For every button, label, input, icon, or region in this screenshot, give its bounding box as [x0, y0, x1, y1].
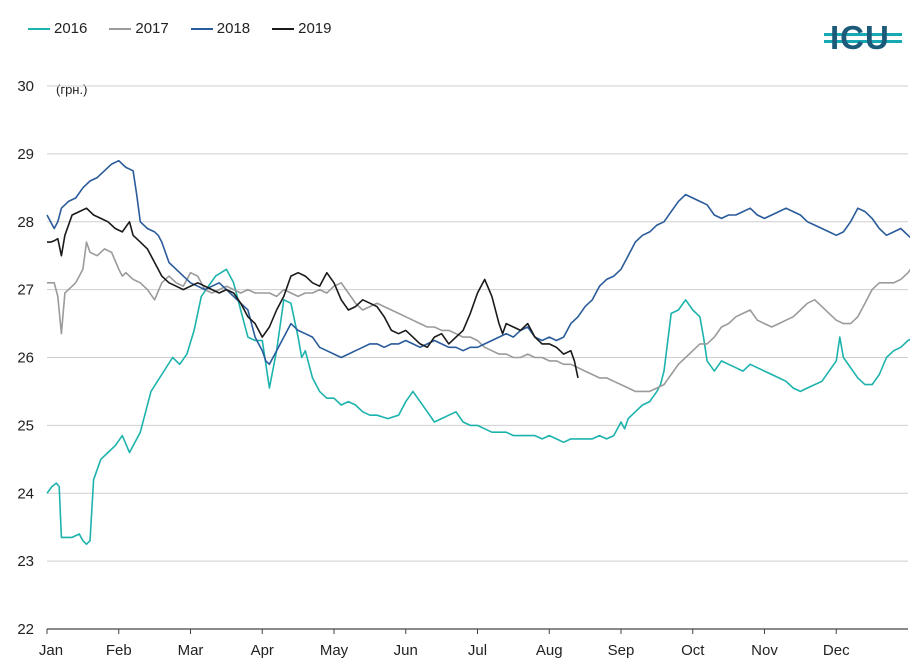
- legend-swatch-2017: [109, 27, 132, 30]
- x-tick-label-aug: Aug: [536, 642, 563, 659]
- legend-label-2017: 2017: [135, 20, 169, 37]
- legend-swatch-2016: [28, 27, 50, 30]
- y-tick-label: 23: [17, 553, 34, 570]
- logo-bar-bottom: [824, 40, 902, 43]
- legend-item-2019: 2019: [272, 20, 332, 37]
- y-tick-label: 22: [17, 621, 34, 638]
- logo-bar-top: [824, 33, 902, 36]
- x-tick-label-may: May: [320, 642, 349, 659]
- x-tick-label-jul: Jul: [468, 642, 487, 659]
- legend-label-2016: 2016: [54, 20, 88, 37]
- series-line-2019: [47, 207, 579, 379]
- y-tick-label: 28: [17, 214, 34, 231]
- series-line-2016: [46, 268, 910, 545]
- legend-item-2016: 2016: [28, 20, 87, 37]
- series-line-2018: [46, 159, 910, 366]
- y-tick-label: 27: [17, 282, 34, 299]
- x-tick-label-jun: Jun: [394, 642, 418, 659]
- x-tick-label-nov: Nov: [751, 642, 778, 659]
- tick-layer: 22 23 24 25 26 27 28 29 30 Jan Feb Mar Apr May Jun Jul A…: [17, 78, 850, 659]
- legend-swatch-2018: [190, 27, 213, 30]
- x-tick-label-feb: Feb: [106, 642, 132, 659]
- x-tick-label-sep: Sep: [608, 642, 635, 659]
- legend-item-2018: 2018: [190, 20, 251, 37]
- legend-swatch-2019: [272, 27, 295, 30]
- legend-item-2017: 2017: [109, 20, 169, 37]
- x-tick-label-apr: Apr: [251, 642, 274, 659]
- x-tick-label-jan: Jan: [39, 642, 63, 659]
- grid-layer: [47, 85, 908, 630]
- legend-label-2018: 2018: [216, 20, 251, 37]
- series-line-2017: [47, 241, 910, 393]
- x-tick-label-dec: Dec: [823, 642, 850, 659]
- y-tick-label: 24: [17, 485, 34, 502]
- series-layer: [46, 159, 910, 545]
- x-tick-label-oct: Oct: [681, 642, 705, 659]
- logo-text: ICU: [830, 19, 890, 56]
- legend-label-2019: 2019: [298, 20, 332, 37]
- y-tick-label: 26: [17, 350, 34, 367]
- icu-logo: ICU: [824, 18, 902, 58]
- y-tick-label: 29: [17, 146, 34, 163]
- y-tick-label: 30: [17, 78, 34, 95]
- y-tick-label: 25: [17, 417, 34, 434]
- x-tick-label-mar: Mar: [178, 642, 204, 659]
- legend: 2016 2017 2018 2019: [28, 20, 332, 37]
